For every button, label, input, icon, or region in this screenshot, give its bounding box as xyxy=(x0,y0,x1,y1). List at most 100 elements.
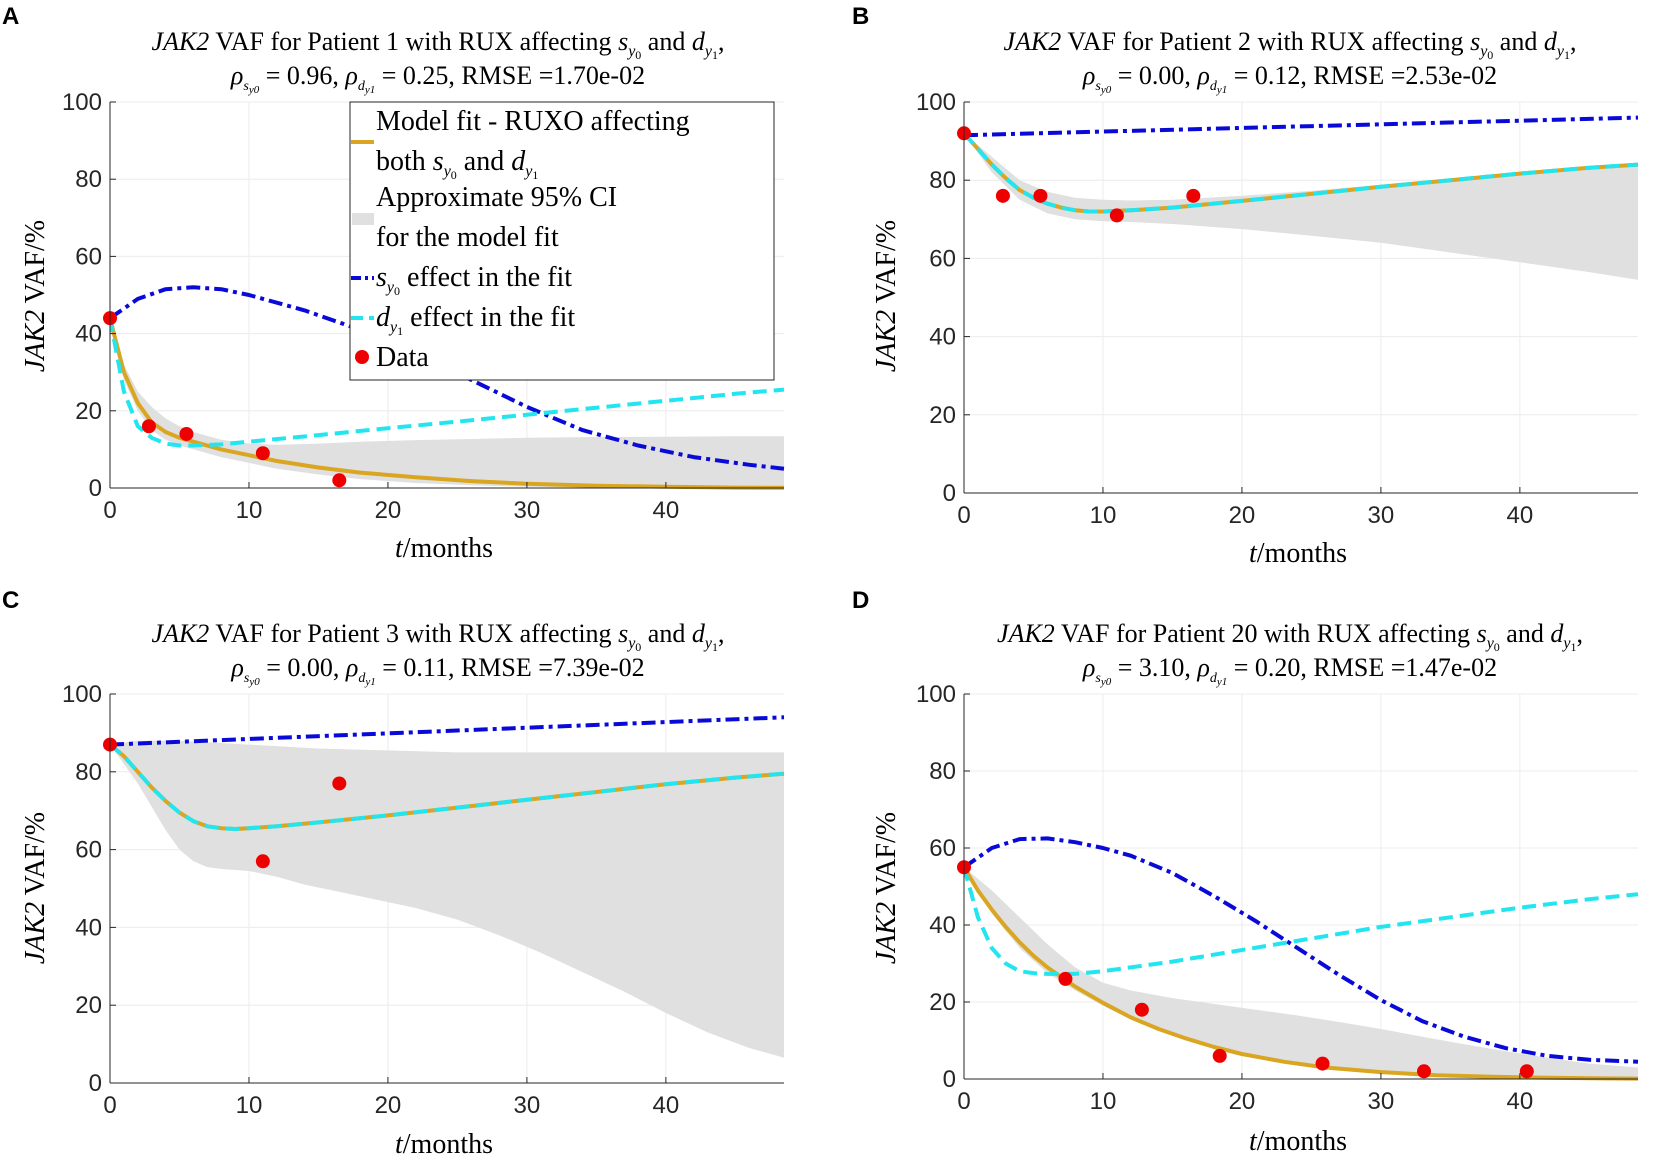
plot-background xyxy=(964,102,1638,493)
legend: Model fit - RUXO affecting both sy0 and … xyxy=(349,101,775,381)
legend-data-label: Data xyxy=(376,342,429,373)
x-tick-label: 40 xyxy=(653,497,680,524)
chart-title-line1: JAK2 VAF for Patient 20 with RUX affecti… xyxy=(997,619,1583,654)
data-point xyxy=(1109,208,1124,223)
d-effect-line xyxy=(108,317,785,448)
ci-band xyxy=(110,318,784,488)
plot-area: 0 10 20 30 40 0 20 40 60 80 100 xyxy=(916,89,1639,529)
y-tick-label: 40 xyxy=(929,912,956,939)
data-point xyxy=(1212,1048,1227,1063)
s-effect-line xyxy=(963,115,1639,138)
panel-letter-a: A xyxy=(2,3,19,30)
x-axis-label: t/months xyxy=(395,1129,493,1160)
y-tick-label: 40 xyxy=(75,914,102,941)
y-tick-label: 100 xyxy=(916,89,956,116)
data-point xyxy=(332,776,347,791)
data-point xyxy=(1134,1002,1149,1017)
y-tick-label: 40 xyxy=(929,324,956,351)
y-tick-label: 20 xyxy=(75,398,102,425)
y-tick-label: 0 xyxy=(943,480,956,507)
chart-title-line2: ρsy0 = 0.00, ρdy1 = 0.12, RMSE =2.53e-02 xyxy=(1082,61,1497,96)
chart-title-line1: JAK2 VAF for Patient 3 with RUX affectin… xyxy=(152,619,725,654)
y-tick-label: 40 xyxy=(75,321,102,348)
panel-c: C JAK2 VAF for Patient 3 with RUX affect… xyxy=(2,587,785,1160)
ci-band xyxy=(964,867,1638,1079)
y-tick-label: 100 xyxy=(916,681,956,708)
y-tick-label: 100 xyxy=(62,681,102,708)
panel-letter-d: D xyxy=(852,587,869,614)
legend-ci-label-line2: for the model fit xyxy=(376,222,559,253)
y-tick-label: 20 xyxy=(929,989,956,1016)
s-effect-line xyxy=(109,715,785,747)
y-axis-label: JAK2 VAF/% xyxy=(871,220,902,372)
legend-model-fit-label: Model fit - RUXO affecting xyxy=(376,106,690,137)
panel-a: A JAK2 VAF for Patient 1 with RUX affect… xyxy=(2,3,785,564)
x-tick-label: 20 xyxy=(375,1092,402,1119)
x-tick-label: 0 xyxy=(103,1092,116,1119)
y-tick-label: 60 xyxy=(75,837,102,864)
x-tick-label: 0 xyxy=(957,1088,970,1115)
plot-background xyxy=(964,694,1638,1079)
x-axis-label: t/months xyxy=(1249,538,1347,569)
x-tick-label: 30 xyxy=(514,1092,541,1119)
s-effect-line xyxy=(962,836,1639,1064)
x-tick-label: 20 xyxy=(375,497,402,524)
legend-model-fit-label-line2: both sy0 and dy1 xyxy=(376,146,538,182)
chart-title-line1: JAK2 VAF for Patient 1 with RUX affectin… xyxy=(152,27,725,62)
x-tick-label: 40 xyxy=(653,1092,680,1119)
legend-ci-label: Approximate 95% CI xyxy=(376,182,617,213)
d-effect-line xyxy=(962,131,1639,214)
y-axis-label: JAK2 VAF/% xyxy=(871,812,902,964)
y-tick-label: 0 xyxy=(89,1070,102,1097)
x-tick-label: 10 xyxy=(236,1092,263,1119)
data-point xyxy=(995,188,1010,203)
d-effect-line xyxy=(962,866,1639,976)
data-point xyxy=(1315,1056,1330,1071)
panel-b: B JAK2 VAF for Patient 2 with RUX affect… xyxy=(852,3,1639,569)
plot-area: 0 10 20 30 40 0 20 40 60 80 100 xyxy=(62,681,785,1119)
ci-band xyxy=(110,740,784,1058)
x-tick-label: 40 xyxy=(1507,1088,1534,1115)
legend-data-swatch xyxy=(355,350,369,364)
x-tick-label: 0 xyxy=(957,502,970,529)
y-tick-label: 60 xyxy=(75,243,102,270)
x-tick-label: 10 xyxy=(1090,1088,1117,1115)
chart-title-line1: JAK2 VAF for Patient 2 with RUX affectin… xyxy=(1004,27,1577,62)
y-tick-label: 0 xyxy=(89,475,102,502)
legend-s-effect-label: sy0 effect in the fit xyxy=(376,262,572,298)
y-axis-label: JAK2 VAF/% xyxy=(20,812,51,964)
data-point xyxy=(1416,1064,1431,1079)
legend-ci-swatch xyxy=(352,213,374,225)
y-tick-label: 80 xyxy=(929,758,956,785)
chart-title-line2: ρsy0 = 0.96, ρdy1 = 0.25, RMSE =1.70e-02 xyxy=(230,61,645,96)
panel-letter-c: C xyxy=(2,587,19,614)
panel-d: D JAK2 VAF for Patient 20 with RUX affec… xyxy=(852,587,1639,1157)
y-tick-label: 20 xyxy=(929,402,956,429)
d-effect-line xyxy=(108,743,785,831)
y-tick-label: 80 xyxy=(75,166,102,193)
x-tick-label: 30 xyxy=(1368,1088,1395,1115)
x-tick-label: 10 xyxy=(1090,502,1117,529)
x-tick-label: 10 xyxy=(236,497,263,524)
data-point xyxy=(1033,188,1048,203)
ci-band xyxy=(964,133,1638,280)
data-point xyxy=(332,473,347,488)
x-axis-label: t/months xyxy=(1249,1126,1347,1157)
y-tick-label: 60 xyxy=(929,245,956,272)
x-tick-label: 30 xyxy=(1368,502,1395,529)
chart-title-line2: ρsy0 = 3.10, ρdy1 = 0.20, RMSE =1.47e-02 xyxy=(1082,653,1497,688)
plot-area: 0 10 20 30 40 0 20 40 60 80 100 xyxy=(916,681,1639,1115)
panel-letter-b: B xyxy=(852,3,869,30)
data-point xyxy=(1519,1064,1534,1079)
y-tick-label: 60 xyxy=(929,835,956,862)
data-point xyxy=(1186,188,1201,203)
data-point xyxy=(1058,971,1073,986)
y-tick-label: 20 xyxy=(75,992,102,1019)
x-tick-label: 30 xyxy=(514,497,541,524)
legend-box xyxy=(349,101,775,381)
y-tick-label: 80 xyxy=(929,167,956,194)
data-point xyxy=(255,854,270,869)
chart-title-line2: ρsy0 = 0.00, ρdy1 = 0.11, RMSE =7.39e-02 xyxy=(230,653,644,688)
y-tick-label: 80 xyxy=(75,759,102,786)
